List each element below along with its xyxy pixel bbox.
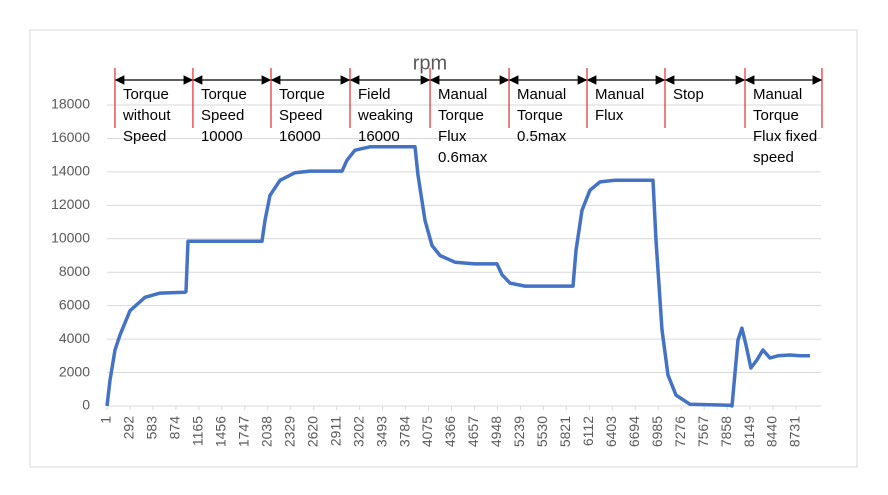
x-tick-label: 8731: [787, 416, 803, 447]
x-tick-label: 6403: [603, 416, 619, 447]
x-tick-label: 292: [121, 416, 137, 440]
phase-label: Manual Torque Flux 0.6max: [438, 86, 488, 166]
phase-label: Manual Torque Flux fixed speed: [753, 86, 818, 166]
phase-label: Manual Torque 0.5max: [517, 86, 567, 145]
x-tick-label: 874: [167, 416, 183, 440]
phase-label: Torque Speed 10000: [200, 86, 247, 145]
y-tick-label: 16000: [51, 129, 90, 145]
x-tick-label: 1165: [190, 416, 206, 446]
x-tick-label: 3493: [373, 416, 389, 447]
x-tick-label: 4948: [488, 416, 504, 447]
x-tick-label: 6694: [626, 416, 642, 447]
x-tick-label: 8440: [764, 416, 780, 447]
y-tick-label: 0: [82, 397, 90, 413]
x-tick-label: 7858: [718, 416, 734, 447]
x-tick-label: 7567: [695, 416, 711, 447]
x-tick-label: 2329: [281, 416, 297, 447]
x-tick-label: 1456: [213, 416, 229, 447]
x-tick-label: 8149: [741, 416, 757, 447]
phase-label: Torque without Speed: [122, 86, 171, 145]
x-tick-label: 6112: [580, 416, 596, 446]
phase-label: Manual Flux: [595, 86, 645, 124]
x-tick-label: 5239: [511, 416, 527, 447]
phase-label: Field weaking 16000: [358, 86, 414, 145]
x-tick-label: 6985: [649, 416, 665, 447]
y-tick-label: 8000: [59, 263, 90, 279]
chart-title: rpm: [413, 52, 447, 74]
y-tick-label: 14000: [51, 163, 90, 179]
y-tick-label: 2000: [59, 363, 90, 379]
y-tick-label: 10000: [51, 229, 90, 245]
x-tick-label: 5821: [557, 416, 573, 447]
phase-label: Stop: [672, 86, 704, 103]
data-line: [105, 145, 810, 408]
x-tick-label: 1: [98, 416, 114, 424]
phase-label: Torque Speed 16000: [279, 86, 325, 145]
chart-border: [29, 29, 858, 468]
x-tick-label: 1747: [236, 416, 252, 447]
x-tick-label: 4657: [465, 416, 481, 447]
y-tick-label: 6000: [59, 296, 90, 312]
x-tick-label: 3784: [396, 416, 412, 447]
y-tick-label: 4000: [59, 330, 90, 346]
x-tick-label: 5530: [534, 416, 550, 447]
x-tick-label: 583: [144, 416, 160, 440]
x-tick-label: 4366: [442, 416, 458, 447]
x-tick-label: 2038: [258, 416, 274, 447]
x-tick-label: 3202: [350, 416, 366, 447]
x-tick-label: 7276: [672, 416, 688, 447]
x-tick-label: 2911: [327, 416, 343, 446]
x-tick-label: 2620: [304, 416, 320, 447]
y-tick-label: 12000: [51, 196, 90, 212]
y-tick-label: 18000: [51, 96, 90, 112]
x-tick-label: 4075: [419, 416, 435, 447]
